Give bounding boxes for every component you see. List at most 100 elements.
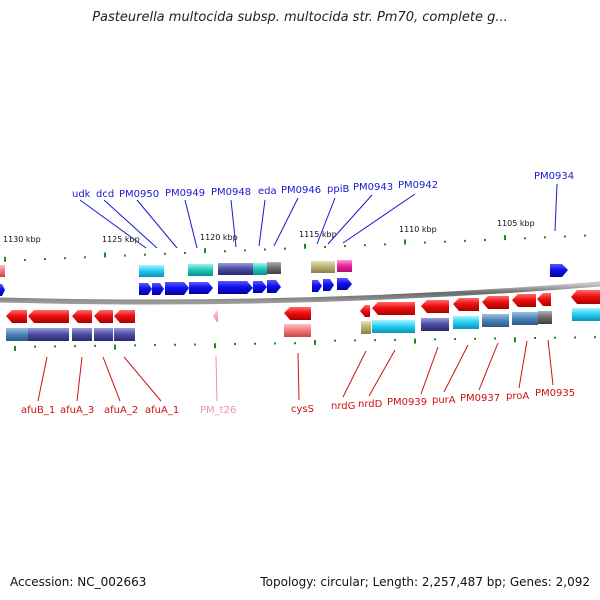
leader-line (478, 342, 499, 391)
gene-label[interactable]: PM0943 (353, 182, 393, 193)
cog-box-cyan (453, 316, 479, 329)
tick-track-reverse (14, 336, 596, 351)
gene-arrow-forward[interactable] (0, 284, 5, 296)
cog-box-olive (361, 321, 371, 334)
gene-arrow-reverse[interactable] (571, 290, 600, 304)
reverse-gene-track (6, 290, 600, 323)
gene-arrow-reverse[interactable] (94, 310, 113, 323)
cog-box-salmon (0, 265, 5, 277)
topology-text: Topology: circular; Length: 2,257,487 bp… (260, 575, 590, 589)
gene-arrow-forward[interactable] (139, 283, 152, 295)
gene-arrow-rna[interactable] (213, 310, 218, 322)
backbone-layer (0, 281, 600, 305)
gene-label[interactable]: PM_t26 (200, 405, 236, 416)
leader-line (420, 346, 439, 395)
gene-label[interactable]: PM0950 (119, 189, 159, 200)
gene-label[interactable]: PM0939 (387, 397, 427, 408)
gene-arrow-forward[interactable] (152, 283, 164, 295)
leader-line (184, 199, 198, 249)
gene-arrow-forward[interactable] (337, 278, 352, 290)
gene-arrow-forward[interactable] (165, 282, 189, 295)
leader-line (547, 339, 554, 386)
gene-label[interactable]: nrdD (358, 399, 383, 410)
forward-gene-labels: udk dcd PM0950 PM0949 PM0948 eda PM0946 … (72, 171, 574, 200)
gene-label[interactable]: proA (506, 391, 529, 402)
cog-box-olive (323, 261, 335, 273)
cog-box-teal (188, 264, 213, 276)
scale-label: 1115 kbp (299, 230, 337, 239)
gene-arrow-reverse[interactable] (421, 300, 449, 313)
gene-label[interactable]: PM0949 (165, 188, 205, 199)
gene-arrow-reverse[interactable] (372, 302, 415, 315)
leader-line (230, 199, 237, 248)
genome-backbone (0, 281, 600, 305)
cog-box-purple (28, 328, 69, 341)
gene-arrow-forward[interactable] (550, 264, 568, 277)
gene-label[interactable]: dcd (96, 189, 114, 200)
gene-arrow-reverse[interactable] (72, 310, 92, 323)
leader-line (443, 344, 469, 393)
cog-box-cyan (372, 320, 415, 333)
gene-arrow-reverse[interactable] (6, 310, 27, 323)
gene-label[interactable]: ppiB (327, 184, 349, 195)
gene-label[interactable]: PM0948 (211, 187, 251, 198)
scale-label: 1120 kbp (200, 233, 238, 242)
leader-line (327, 194, 373, 245)
cog-box-purple (421, 318, 449, 331)
scale-label: 1110 kbp (399, 225, 437, 234)
gene-arrow-reverse[interactable] (28, 310, 69, 323)
cog-box-olive (311, 261, 323, 273)
cog-box-steel (6, 328, 28, 341)
gene-label[interactable]: cysS (291, 404, 314, 415)
gene-label[interactable]: afuA_2 (104, 405, 138, 416)
gene-arrow-reverse[interactable] (537, 293, 551, 306)
gene-label[interactable]: purA (432, 395, 456, 406)
gene-label[interactable]: udk (72, 189, 91, 200)
forward-gene-track (0, 264, 568, 296)
cog-box-cyan (139, 265, 164, 277)
gene-arrow-reverse[interactable] (482, 296, 509, 309)
cog-box-salmon (284, 324, 311, 337)
gene-arrow-reverse[interactable] (512, 294, 536, 307)
leader-line (273, 197, 299, 247)
cog-box-purple (218, 263, 253, 275)
gene-label[interactable]: PM0937 (460, 393, 500, 404)
gene-label[interactable]: PM0934 (534, 171, 574, 182)
leader-line (316, 197, 336, 245)
gene-arrow-forward[interactable] (218, 281, 253, 294)
gene-label[interactable]: PM0935 (535, 388, 575, 399)
leader-line (79, 199, 147, 249)
leader-line (297, 352, 300, 401)
gene-label[interactable]: PM0942 (398, 180, 438, 191)
gene-arrow-reverse[interactable] (284, 307, 311, 320)
gene-label[interactable]: afuB_1 (21, 405, 55, 416)
reverse-annotation-track (6, 308, 600, 341)
gene-arrow-forward[interactable] (253, 281, 267, 293)
cog-box-gray (267, 262, 281, 274)
gene-arrow-reverse[interactable] (360, 305, 370, 317)
leader-line (136, 199, 178, 249)
gene-arrow-forward[interactable] (267, 280, 281, 293)
scale-label: 1125 kbp (102, 235, 140, 244)
leader-line (342, 350, 367, 398)
accession-text: Accession: NC_002663 (10, 575, 147, 589)
gene-label[interactable]: PM0946 (281, 185, 321, 196)
leader-line (215, 355, 218, 402)
cog-box-steel (512, 312, 538, 325)
leader-line (554, 183, 558, 232)
gene-label[interactable]: eda (258, 186, 277, 197)
kbp-scale: 1130 kbp 1125 kbp 1120 kbp 1115 kbp 1110… (3, 219, 535, 244)
gene-arrow-reverse[interactable] (453, 298, 479, 311)
gene-arrow-forward[interactable] (323, 279, 334, 291)
scale-label: 1105 kbp (497, 219, 535, 228)
gene-arrow-forward[interactable] (312, 280, 322, 292)
cog-box-purple (114, 328, 135, 341)
gene-label[interactable]: nrdG (331, 401, 355, 412)
leader-line (342, 193, 416, 244)
gene-arrow-forward[interactable] (189, 282, 213, 294)
cog-box-cyan (572, 308, 600, 321)
gene-label[interactable]: afuA_3 (60, 405, 94, 416)
gene-arrow-reverse[interactable] (114, 310, 135, 323)
cog-box-teal (253, 263, 267, 275)
gene-label[interactable]: afuA_1 (145, 405, 179, 416)
